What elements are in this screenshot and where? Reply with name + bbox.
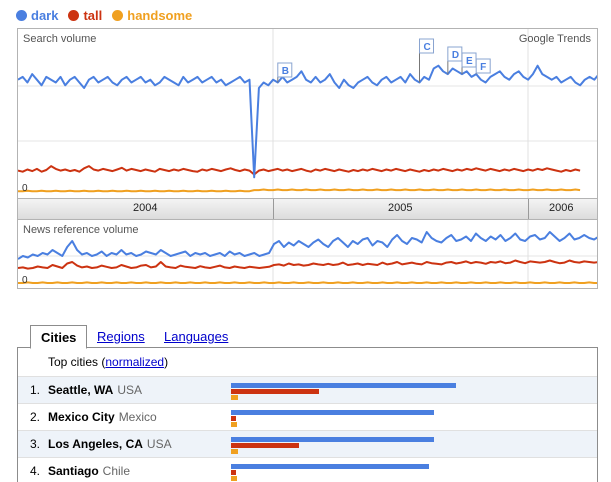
city-country: Mexico: [118, 410, 157, 424]
year-label-2006: 2006: [549, 202, 574, 214]
city-bar-handsome: [231, 395, 238, 400]
top-cities-header: Top cities (normalized): [48, 355, 168, 369]
city-country: USA: [117, 383, 143, 397]
city-bar-dark: [231, 383, 456, 388]
annotation-flag-label: D: [452, 50, 459, 61]
annotation-flag-label: F: [480, 62, 486, 73]
search-volume-label: Search volume: [23, 33, 97, 45]
series-line-tall: [18, 165, 581, 176]
city-country: Chile: [102, 464, 131, 478]
series-line-tall: [18, 259, 597, 270]
city-name-text: Seattle, WA: [48, 383, 114, 397]
city-name-text: Los Angeles, CA: [48, 437, 143, 451]
city-rank: 2.: [30, 410, 41, 424]
city-bar-dark: [231, 464, 429, 469]
city-bar-handsome: [231, 449, 238, 454]
series-line-handsome: [18, 188, 581, 193]
annotation-flag[interactable]: [475, 58, 491, 74]
legend-label-tall: tall: [83, 7, 103, 23]
series-line-handsome: [18, 281, 597, 284]
city-row[interactable]: 3. Los Angeles, CA USA: [18, 430, 597, 457]
city-row[interactable]: 2. Mexico City Mexico: [18, 403, 597, 430]
news-volume-chart: News reference volume 0: [17, 219, 598, 289]
annotation-flag[interactable]: [419, 38, 435, 54]
legend-item-handsome[interactable]: handsome: [112, 8, 192, 23]
city-bar-handsome: [231, 476, 237, 481]
annotation-flag-label: E: [466, 56, 473, 67]
annotation-flag-label: B: [282, 66, 289, 77]
city-row[interactable]: 4. Santiago Chile: [18, 457, 597, 482]
city-name: Los Angeles, CA USA: [48, 437, 172, 451]
city-rank: 4.: [30, 464, 41, 478]
google-trends-brand: Google Trends: [518, 33, 591, 45]
city-name-text: Santiago: [48, 464, 99, 478]
legend-dot-handsome: [112, 9, 124, 21]
city-bar-dark: [231, 437, 434, 442]
city-row[interactable]: 1. Seattle, WA USA: [18, 376, 597, 403]
city-bar-tall: [231, 443, 299, 448]
city-name: Seattle, WA USA: [48, 383, 142, 397]
year-separator: [273, 199, 274, 219]
search-volume-plot: B C DEF: [18, 29, 597, 198]
chart-legend: dark tall handsome: [16, 6, 192, 24]
city-bar-dark: [231, 410, 434, 415]
city-country: USA: [146, 437, 172, 451]
city-rank: 1.: [30, 383, 41, 397]
series-line-dark: [18, 231, 597, 260]
city-name: Mexico City Mexico: [48, 410, 157, 424]
normalized-link[interactable]: normalized: [105, 355, 165, 369]
legend-item-tall[interactable]: tall: [68, 8, 102, 23]
legend-label-dark: dark: [31, 7, 59, 23]
year-label-2005: 2005: [388, 202, 413, 214]
annotation-flag-label: C: [424, 42, 431, 53]
news-zero-label: 0: [22, 275, 28, 286]
year-label-2004: 2004: [133, 202, 158, 214]
legend-dot-dark: [16, 9, 27, 21]
legend-dot-tall: [68, 9, 80, 21]
top-cities-text: Top cities (: [48, 355, 106, 369]
tab-languages[interactable]: Languages: [164, 329, 229, 344]
year-separator: [528, 199, 529, 219]
city-bar-handsome: [231, 422, 237, 427]
year-axis: 2004 2005 2006: [17, 199, 598, 219]
cities-panel: Top cities (normalized) 1. Seattle, WA US…: [17, 348, 598, 482]
city-name: Santiago Chile: [48, 464, 130, 478]
city-bar-tall: [231, 416, 236, 421]
news-volume-label: News reference volume: [23, 224, 139, 236]
annotation-flag[interactable]: [277, 62, 293, 78]
search-zero-label: 0: [22, 183, 28, 194]
city-bar-tall: [231, 389, 319, 394]
city-name-text: Mexico City: [48, 410, 115, 424]
series-line-dark: [18, 64, 597, 179]
tab-regions[interactable]: Regions: [97, 329, 145, 344]
city-rank: 3.: [30, 437, 41, 451]
tab-cities[interactable]: Cities: [30, 325, 88, 349]
top-cities-close-paren: ): [164, 355, 169, 369]
legend-label-handsome: handsome: [127, 7, 193, 23]
city-bar-tall: [231, 470, 236, 475]
region-tabs: Cities Regions Languages: [17, 325, 598, 349]
legend-item-dark[interactable]: dark: [16, 8, 58, 23]
news-volume-plot: [18, 220, 597, 288]
